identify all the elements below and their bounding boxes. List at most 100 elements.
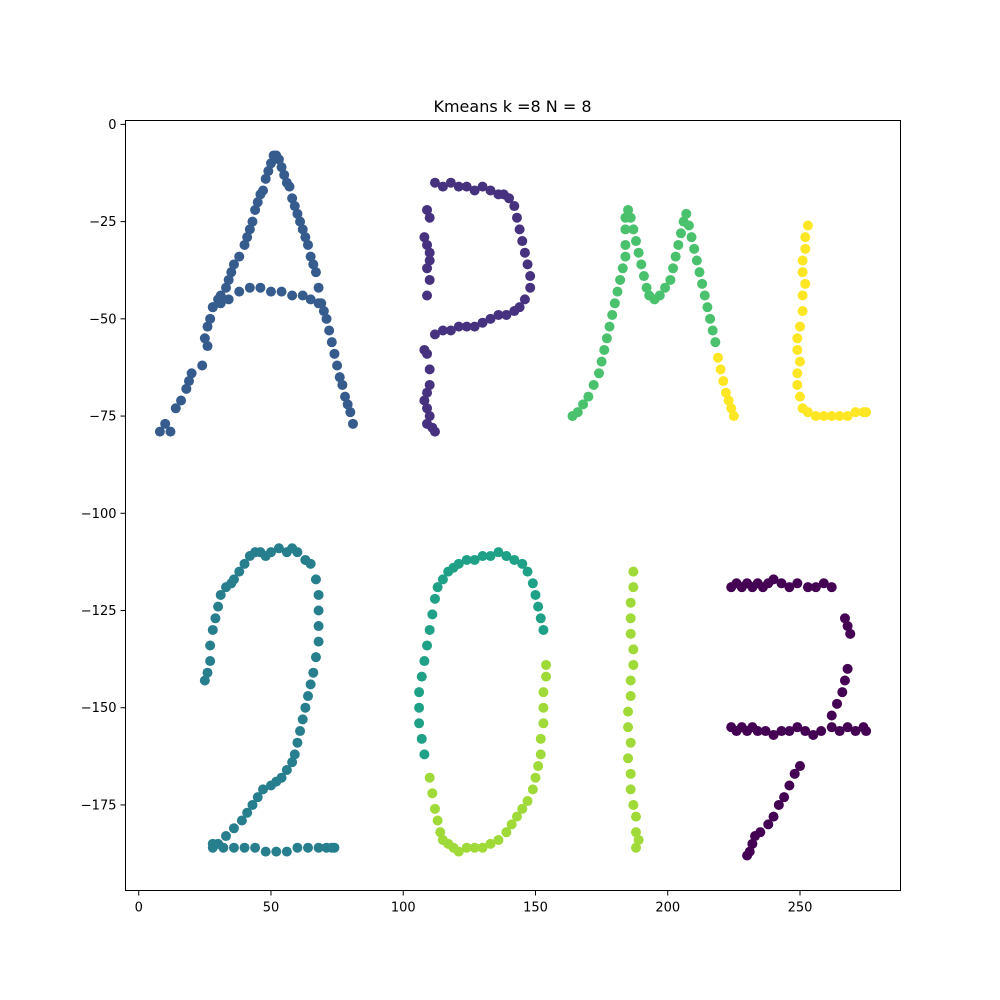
data-point xyxy=(313,605,324,616)
data-point xyxy=(808,729,819,740)
data-point xyxy=(424,274,435,285)
data-point xyxy=(633,834,644,845)
data-point xyxy=(287,757,298,768)
data-point xyxy=(511,212,522,223)
data-point xyxy=(834,726,845,737)
data-point xyxy=(313,621,324,632)
data-point xyxy=(630,811,641,822)
data-point xyxy=(260,173,271,184)
data-point xyxy=(422,204,433,215)
y-tick-label: −75 xyxy=(89,410,116,425)
chart-title: Kmeans k =8 N = 8 xyxy=(433,97,591,116)
data-point xyxy=(265,780,276,791)
data-point xyxy=(792,333,803,344)
data-point xyxy=(424,379,435,390)
data-point xyxy=(826,411,837,422)
data-point xyxy=(601,333,612,344)
data-point xyxy=(630,842,641,853)
data-point xyxy=(221,831,232,842)
data-point xyxy=(538,624,549,635)
data-point xyxy=(681,208,692,219)
data-point xyxy=(250,204,261,215)
data-point xyxy=(861,726,872,737)
data-point xyxy=(697,278,708,289)
data-point xyxy=(422,387,433,398)
y-tick-label: −25 xyxy=(89,215,116,230)
data-point xyxy=(242,232,253,243)
data-point xyxy=(236,815,247,826)
data-point xyxy=(750,831,761,842)
data-point xyxy=(305,294,316,305)
data-point xyxy=(295,726,306,737)
data-point xyxy=(776,578,787,589)
data-point xyxy=(832,698,843,709)
data-point xyxy=(477,317,488,328)
data-point xyxy=(329,842,340,853)
data-point xyxy=(522,796,533,807)
data-point xyxy=(199,333,210,344)
data-point xyxy=(303,239,314,250)
data-point xyxy=(432,815,443,826)
data-point xyxy=(292,547,303,558)
data-point xyxy=(239,239,250,250)
data-point xyxy=(297,714,308,725)
data-point xyxy=(519,247,530,258)
data-point xyxy=(726,403,737,414)
data-point xyxy=(202,341,213,352)
data-point xyxy=(625,768,636,779)
data-point xyxy=(273,154,284,165)
data-point xyxy=(530,589,541,600)
data-point xyxy=(763,819,774,830)
data-point xyxy=(242,807,253,818)
data-point xyxy=(477,842,488,853)
data-point xyxy=(424,247,435,258)
x-tick-label: 100 xyxy=(391,901,416,916)
data-point xyxy=(609,298,620,309)
data-point xyxy=(432,582,443,593)
data-point xyxy=(429,426,440,437)
data-point xyxy=(424,255,435,266)
points-layer xyxy=(154,150,872,861)
data-point xyxy=(699,290,710,301)
data-point xyxy=(665,274,676,285)
data-point xyxy=(604,321,615,332)
data-point xyxy=(485,313,496,324)
data-point xyxy=(625,613,636,624)
data-point xyxy=(429,177,440,188)
data-point xyxy=(414,702,425,713)
data-point xyxy=(205,640,216,651)
data-point xyxy=(689,243,700,254)
x-axis: 0 50 100 150 200 250 xyxy=(135,890,813,916)
data-point xyxy=(424,364,435,375)
data-point xyxy=(313,636,324,647)
data-point xyxy=(517,803,528,814)
data-point xyxy=(517,558,528,569)
data-point xyxy=(453,558,464,569)
data-point xyxy=(630,236,641,247)
data-point xyxy=(300,702,311,713)
data-point xyxy=(202,667,213,678)
data-point xyxy=(424,772,435,783)
data-point xyxy=(686,232,697,243)
data-point xyxy=(453,321,464,332)
data-point xyxy=(310,652,321,663)
data-point xyxy=(826,710,837,721)
data-point xyxy=(186,368,197,379)
data-point xyxy=(223,274,234,285)
data-point xyxy=(297,224,308,235)
data-point xyxy=(538,702,549,713)
data-point xyxy=(453,181,464,192)
x-tick-label: 250 xyxy=(788,901,813,916)
data-point xyxy=(768,729,779,740)
data-point xyxy=(789,768,800,779)
data-point xyxy=(599,344,610,355)
data-point xyxy=(839,613,850,624)
data-point xyxy=(535,613,546,624)
data-point xyxy=(493,309,504,320)
data-point xyxy=(623,753,634,764)
data-point xyxy=(506,819,517,830)
data-point xyxy=(842,411,853,422)
data-point xyxy=(310,267,321,278)
data-point xyxy=(273,543,284,554)
